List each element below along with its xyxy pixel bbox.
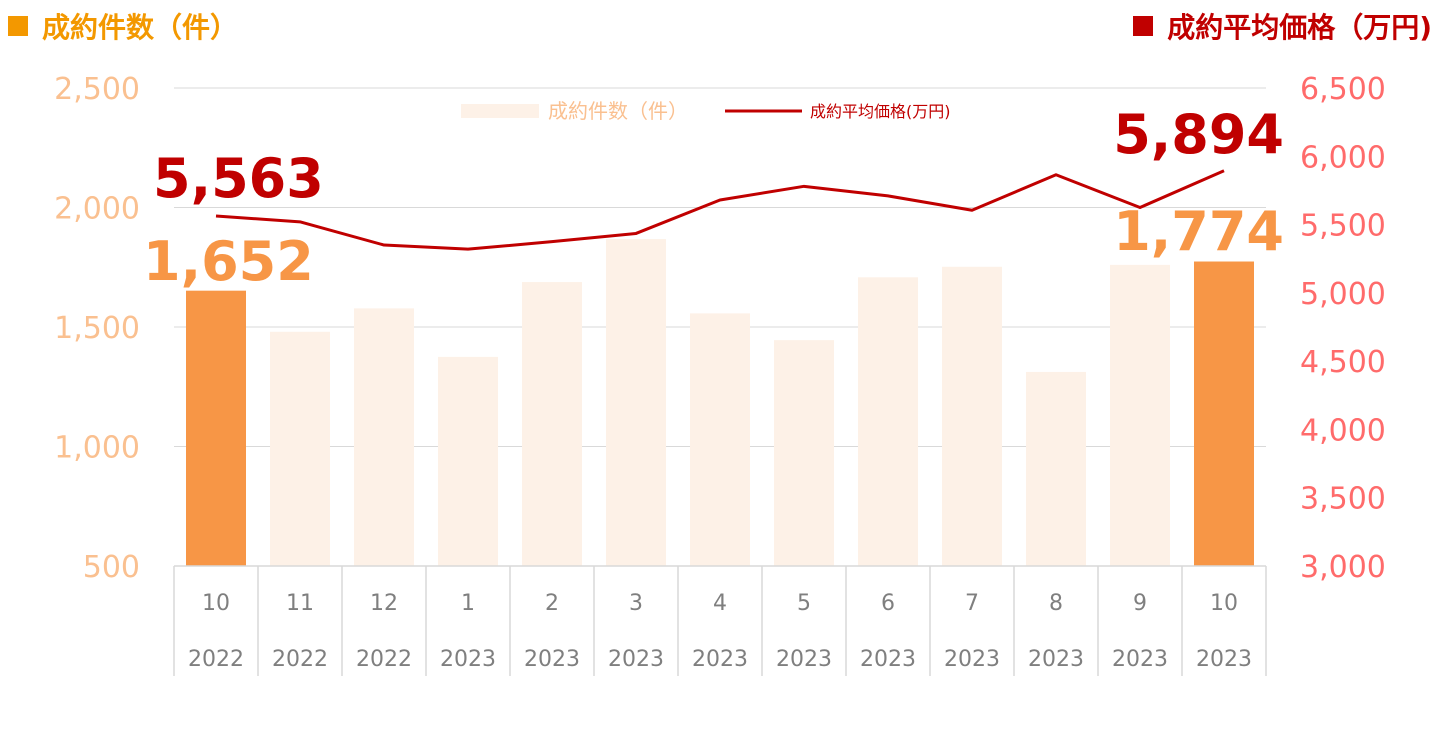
left-axis-tick-label: 1,000 <box>54 431 140 466</box>
category-month-label: 2 <box>545 591 559 616</box>
category-year-label: 2023 <box>608 647 664 672</box>
category-month-label: 3 <box>629 591 643 616</box>
right-axis-tick-label: 5,500 <box>1300 209 1386 244</box>
category-month-label: 9 <box>1133 591 1147 616</box>
right-axis-tick-label: 4,000 <box>1300 413 1386 448</box>
right-axis-tick-label: 3,000 <box>1300 550 1386 585</box>
category-year-label: 2023 <box>1028 647 1084 672</box>
category-year-label: 2022 <box>356 647 412 672</box>
category-month-label: 10 <box>202 591 230 616</box>
bar <box>1110 264 1170 566</box>
category-year-label: 2023 <box>776 647 832 672</box>
orange-square-icon <box>8 16 28 36</box>
right-axis-tick-label: 3,500 <box>1300 482 1386 517</box>
bar <box>942 266 1002 566</box>
category-year-label: 2023 <box>524 647 580 672</box>
left-axis-title-text: 成約件数（件） <box>42 11 239 44</box>
legend-bar-swatch <box>461 104 539 118</box>
bar <box>270 331 330 566</box>
bar <box>438 356 498 566</box>
category-year-label: 2023 <box>440 647 496 672</box>
bar <box>606 239 666 566</box>
red-square-icon <box>1133 16 1154 36</box>
category-year-label: 2023 <box>1196 647 1252 672</box>
right-axis-tick-label: 5,000 <box>1300 277 1386 312</box>
bar <box>774 340 834 566</box>
bar <box>858 277 918 566</box>
category-month-label: 12 <box>370 591 398 616</box>
bar <box>690 313 750 566</box>
bar-first-value-label: 1,652 <box>143 230 314 293</box>
category-month-label: 10 <box>1210 591 1238 616</box>
left-axis-tick-label: 2,000 <box>54 192 140 227</box>
bar <box>1026 371 1086 566</box>
right-axis-tick-label: 6,500 <box>1300 72 1386 107</box>
category-month-label: 7 <box>965 591 979 616</box>
category-year-label: 2023 <box>1112 647 1168 672</box>
legend-line-label: 成約平均価格(万円) <box>810 102 951 121</box>
category-year-label: 2022 <box>188 647 244 672</box>
bar <box>1194 261 1254 566</box>
bar <box>522 282 582 566</box>
right-axis-tick-label: 6,000 <box>1300 140 1386 175</box>
line-last-value-label: 5,894 <box>1113 103 1284 166</box>
category-month-label: 8 <box>1049 591 1063 616</box>
category-month-label: 1 <box>461 591 475 616</box>
bar <box>186 290 246 566</box>
legend-bar-label: 成約件数（件） <box>548 99 688 123</box>
category-year-label: 2023 <box>692 647 748 672</box>
category-year-label: 2022 <box>272 647 328 672</box>
bar-last-value-label: 1,774 <box>1113 200 1284 263</box>
category-year-label: 2023 <box>944 647 1000 672</box>
category-year-label: 2023 <box>860 647 916 672</box>
category-month-label: 11 <box>286 591 314 616</box>
right-axis-title: 成約平均価格（万円) <box>1133 6 1432 46</box>
right-axis-title-text: 成約平均価格（万円) <box>1167 11 1432 44</box>
left-axis-title: 成約件数（件） <box>8 6 238 46</box>
bar <box>354 308 414 566</box>
line-first-value-label: 5,563 <box>153 147 324 210</box>
category-month-label: 4 <box>713 591 727 616</box>
right-axis-tick-label: 4,500 <box>1300 345 1386 380</box>
category-month-label: 6 <box>881 591 895 616</box>
line-series <box>215 169 1225 251</box>
left-axis-tick-label: 2,500 <box>54 72 140 107</box>
category-month-label: 5 <box>797 591 811 616</box>
left-axis-tick-label: 1,500 <box>54 311 140 346</box>
left-axis-tick-label: 500 <box>83 550 140 585</box>
